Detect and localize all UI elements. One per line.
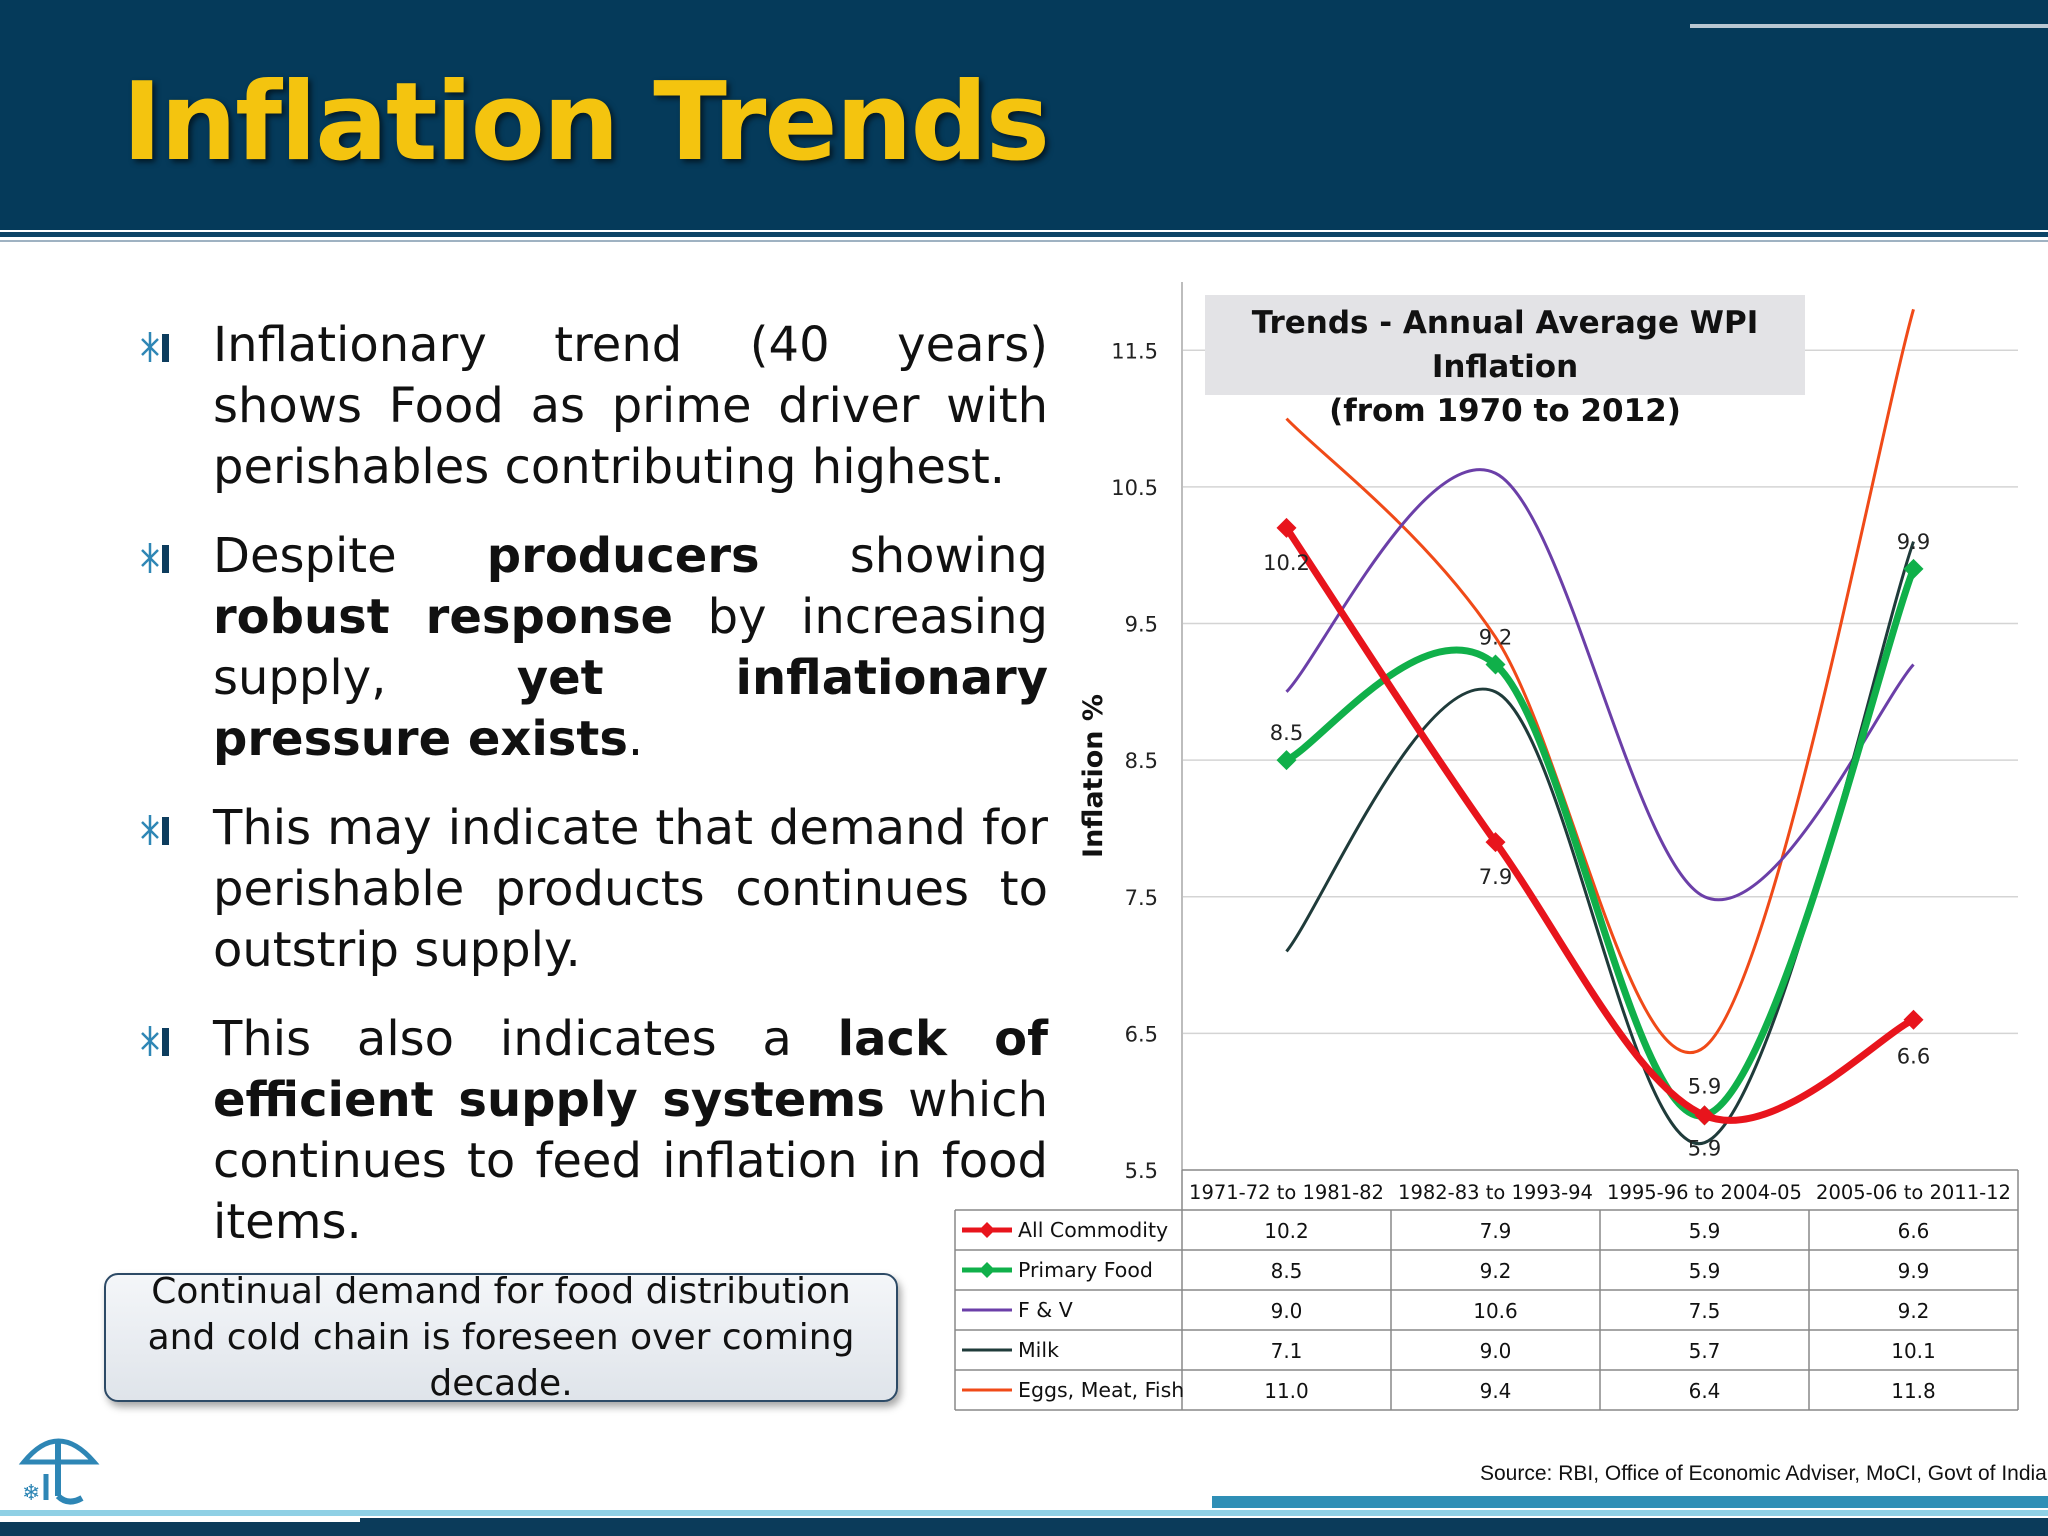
table-cell: 11.0: [1264, 1379, 1309, 1403]
data-label: 6.6: [1897, 1045, 1930, 1069]
series-line-3: [1285, 541, 1915, 1145]
slide-title: Inflation Trends: [122, 60, 1050, 185]
y-tick-label: 9.5: [1125, 613, 1158, 637]
x-category-label: 1982-83 to 1993-94: [1398, 1181, 1593, 1204]
footer-light-stripe: [0, 1510, 2048, 1516]
data-label: 9.9: [1897, 530, 1930, 554]
table-cell: 10.6: [1473, 1299, 1518, 1323]
data-label: 5.9: [1688, 1136, 1721, 1160]
header-divider-light: [0, 240, 2048, 242]
legend-marker: [979, 1222, 995, 1238]
series-marker-1: [1276, 750, 1297, 771]
source-note: Source: RBI, Office of Economic Adviser,…: [1480, 1462, 2047, 1485]
data-label: 9.2: [1479, 626, 1512, 650]
legend-entry: F & V: [1018, 1298, 1073, 1322]
bullet-text: by increasing supply,: [213, 589, 1048, 706]
header-banner: [0, 0, 2048, 230]
y-tick-label: 10.5: [1111, 476, 1158, 500]
snowflake-bullet-icon: [141, 815, 169, 845]
series-line-0: [1283, 525, 1916, 1124]
table-cell: 9.9: [1898, 1259, 1930, 1283]
chart-title-box: Trends - Annual Average WPI Inflation (f…: [1205, 295, 1805, 429]
data-label: 5.9: [1688, 1074, 1721, 1098]
bullet-text: showing: [759, 528, 1048, 584]
bullet-item: This may indicate that demand for perish…: [140, 798, 1048, 981]
y-tick-label: 11.5: [1111, 339, 1158, 363]
chart-subtitle: (from 1970 to 2012): [1329, 393, 1681, 429]
bullet-text: Despite: [213, 528, 487, 584]
series-line-2: [1285, 468, 1915, 902]
header-accent-line: [1690, 24, 2048, 28]
bullet-text: This may indicate that demand for perish…: [213, 800, 1048, 978]
legend-entry: Eggs, Meat, Fish: [1018, 1378, 1184, 1402]
data-label: 8.5: [1270, 721, 1303, 745]
snowflake-bullet-icon: [141, 332, 169, 362]
inflation-line-chart: 5.5 6.5 7.5 8.5 9.5 10.5 11.5 Inflation % 10.2 7.…: [954, 282, 2019, 1411]
bullet-item: This also indicates a lack of efficient …: [140, 1009, 1048, 1253]
bullet-emphasis: producers: [486, 528, 760, 584]
table-cell: 6.6: [1898, 1219, 1930, 1243]
series-line-4: [1285, 308, 1915, 1055]
table-cell: 9.0: [1480, 1339, 1512, 1363]
bullet-item: Despite producers showing robust respons…: [140, 526, 1048, 770]
bullet-emphasis: robust response: [213, 589, 674, 645]
bullet-text: which continues to feed inflation in foo…: [213, 1072, 1048, 1250]
table-cell: 9.4: [1480, 1379, 1512, 1403]
table-cell: 5.7: [1689, 1339, 1721, 1363]
callout-text: Continual demand for food distribution a…: [147, 1270, 855, 1404]
data-label: 7.9: [1479, 865, 1512, 889]
footer-gap: [0, 1518, 360, 1522]
series-line-1: [1284, 567, 1917, 1119]
legend-entry: All Commodity: [1018, 1218, 1168, 1242]
bullet-text: Inflationary trend (40 years) shows Food…: [213, 317, 1048, 495]
bullet-item: Inflationary trend (40 years) shows Food…: [140, 315, 1048, 498]
header-divider: [0, 232, 2048, 237]
y-axis-label: Inflation %: [1078, 694, 1109, 858]
callout-box: Continual demand for food distribution a…: [104, 1271, 898, 1404]
svg-text:❄: ❄: [22, 1481, 40, 1506]
legend-entry: Primary Food: [1018, 1258, 1153, 1282]
table-cell: 11.8: [1891, 1379, 1936, 1403]
legend-marker: [979, 1262, 995, 1278]
table-cell: 7.1: [1271, 1339, 1303, 1363]
table-cell: 10.1: [1891, 1339, 1936, 1363]
series-marker-0: [1485, 832, 1506, 853]
table-cell: 8.5: [1271, 1259, 1303, 1283]
series-marker-1: [1485, 654, 1506, 675]
series-marker-0: [1694, 1105, 1715, 1126]
table-cell: 5.9: [1689, 1259, 1721, 1283]
snowflake-bullet-icon: [141, 1026, 169, 1056]
x-category-label: 1995-96 to 2004-05: [1607, 1181, 1802, 1204]
snowflake-bullet-icon: [141, 543, 169, 573]
table-cell: 10.2: [1264, 1219, 1309, 1243]
series-marker-1: [1903, 558, 1924, 579]
chart-title: Trends - Annual Average WPI Inflation: [1251, 305, 1759, 385]
x-category-label: 2005-06 to 2011-12: [1816, 1181, 2011, 1204]
table-cell: 7.9: [1480, 1219, 1512, 1243]
y-tick-label: 8.5: [1125, 749, 1158, 773]
footer-bar: [0, 1518, 2048, 1536]
table-cell: 6.4: [1689, 1379, 1721, 1403]
table-cell: 5.9: [1689, 1219, 1721, 1243]
data-label: 10.2: [1263, 551, 1310, 575]
bullet-text: This also indicates a: [213, 1011, 838, 1067]
series-marker-0: [1903, 1009, 1924, 1030]
bullet-text: .: [627, 711, 644, 767]
y-tick-label: 6.5: [1125, 1022, 1158, 1046]
x-category-label: 1971-72 to 1981-82: [1189, 1181, 1384, 1204]
y-tick-label: 7.5: [1125, 886, 1158, 910]
table-cell: 7.5: [1689, 1299, 1721, 1323]
bullet-emphasis: lack of efficient supply systems: [213, 1011, 1048, 1128]
table-cell: 9.2: [1480, 1259, 1512, 1283]
series-marker-0: [1276, 517, 1297, 538]
table-cell: 9.0: [1271, 1299, 1303, 1323]
footer-accent-bar: [1212, 1496, 2048, 1508]
bullet-list: Inflationary trend (40 years) shows Food…: [140, 315, 1048, 1281]
bullet-emphasis: yet inflationary pressure exists: [213, 650, 1048, 767]
y-tick-label: 5.5: [1125, 1159, 1158, 1183]
company-logo-icon: ❄: [18, 1438, 100, 1506]
table-cell: 9.2: [1898, 1299, 1930, 1323]
legend-entry: Milk: [1018, 1338, 1059, 1362]
